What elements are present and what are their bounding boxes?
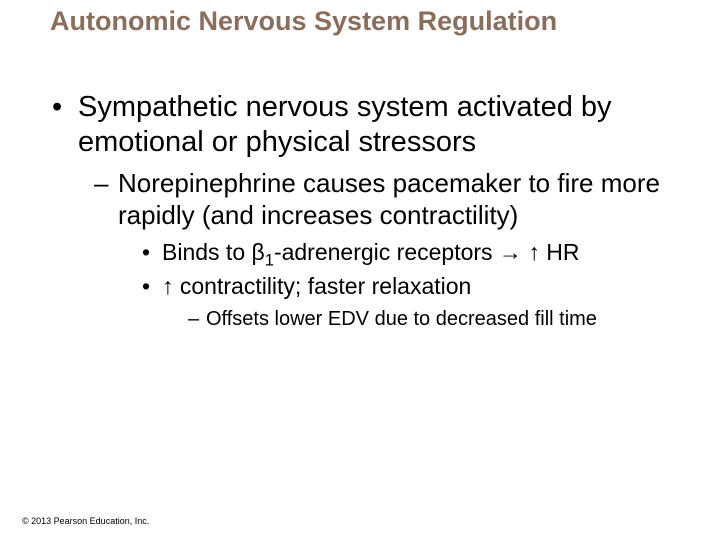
bullet-text: ↑ contractility; faster relaxation [162, 273, 471, 299]
bullet-text: Norepinephrine causes pacemaker to fire … [118, 168, 660, 231]
slide-body: Sympathetic nervous system activated by … [50, 90, 680, 342]
list-item: Sympathetic nervous system activated by … [50, 90, 680, 332]
bullet-text: Binds to β [162, 239, 265, 265]
list-item: Binds to β1-adrenergic receptors → ↑ HR [142, 238, 680, 268]
slide: Autonomic Nervous System Regulation Symp… [0, 0, 720, 540]
bullet-list-lvl4: Offsets lower EDV due to decreased fill … [162, 306, 680, 332]
list-item: ↑ contractility; faster relaxation Offse… [142, 272, 680, 332]
bullet-text: Offsets lower EDV due to decreased fill … [206, 308, 597, 330]
bullet-text: -adrenergic receptors → ↑ HR [274, 239, 580, 265]
bullet-list-lvl1: Sympathetic nervous system activated by … [50, 90, 680, 332]
subscript: 1 [265, 250, 274, 269]
slide-title: Autonomic Nervous System Regulation [50, 6, 690, 37]
bullet-text: Sympathetic nervous system activated by … [78, 91, 612, 158]
list-item: Offsets lower EDV due to decreased fill … [188, 306, 680, 332]
bullet-list-lvl3: Binds to β1-adrenergic receptors → ↑ HR … [118, 238, 680, 332]
bullet-list-lvl2: Norepinephrine causes pacemaker to fire … [78, 167, 680, 332]
list-item: Norepinephrine causes pacemaker to fire … [94, 167, 680, 332]
copyright-footer: © 2013 Pearson Education, Inc. [22, 516, 149, 526]
